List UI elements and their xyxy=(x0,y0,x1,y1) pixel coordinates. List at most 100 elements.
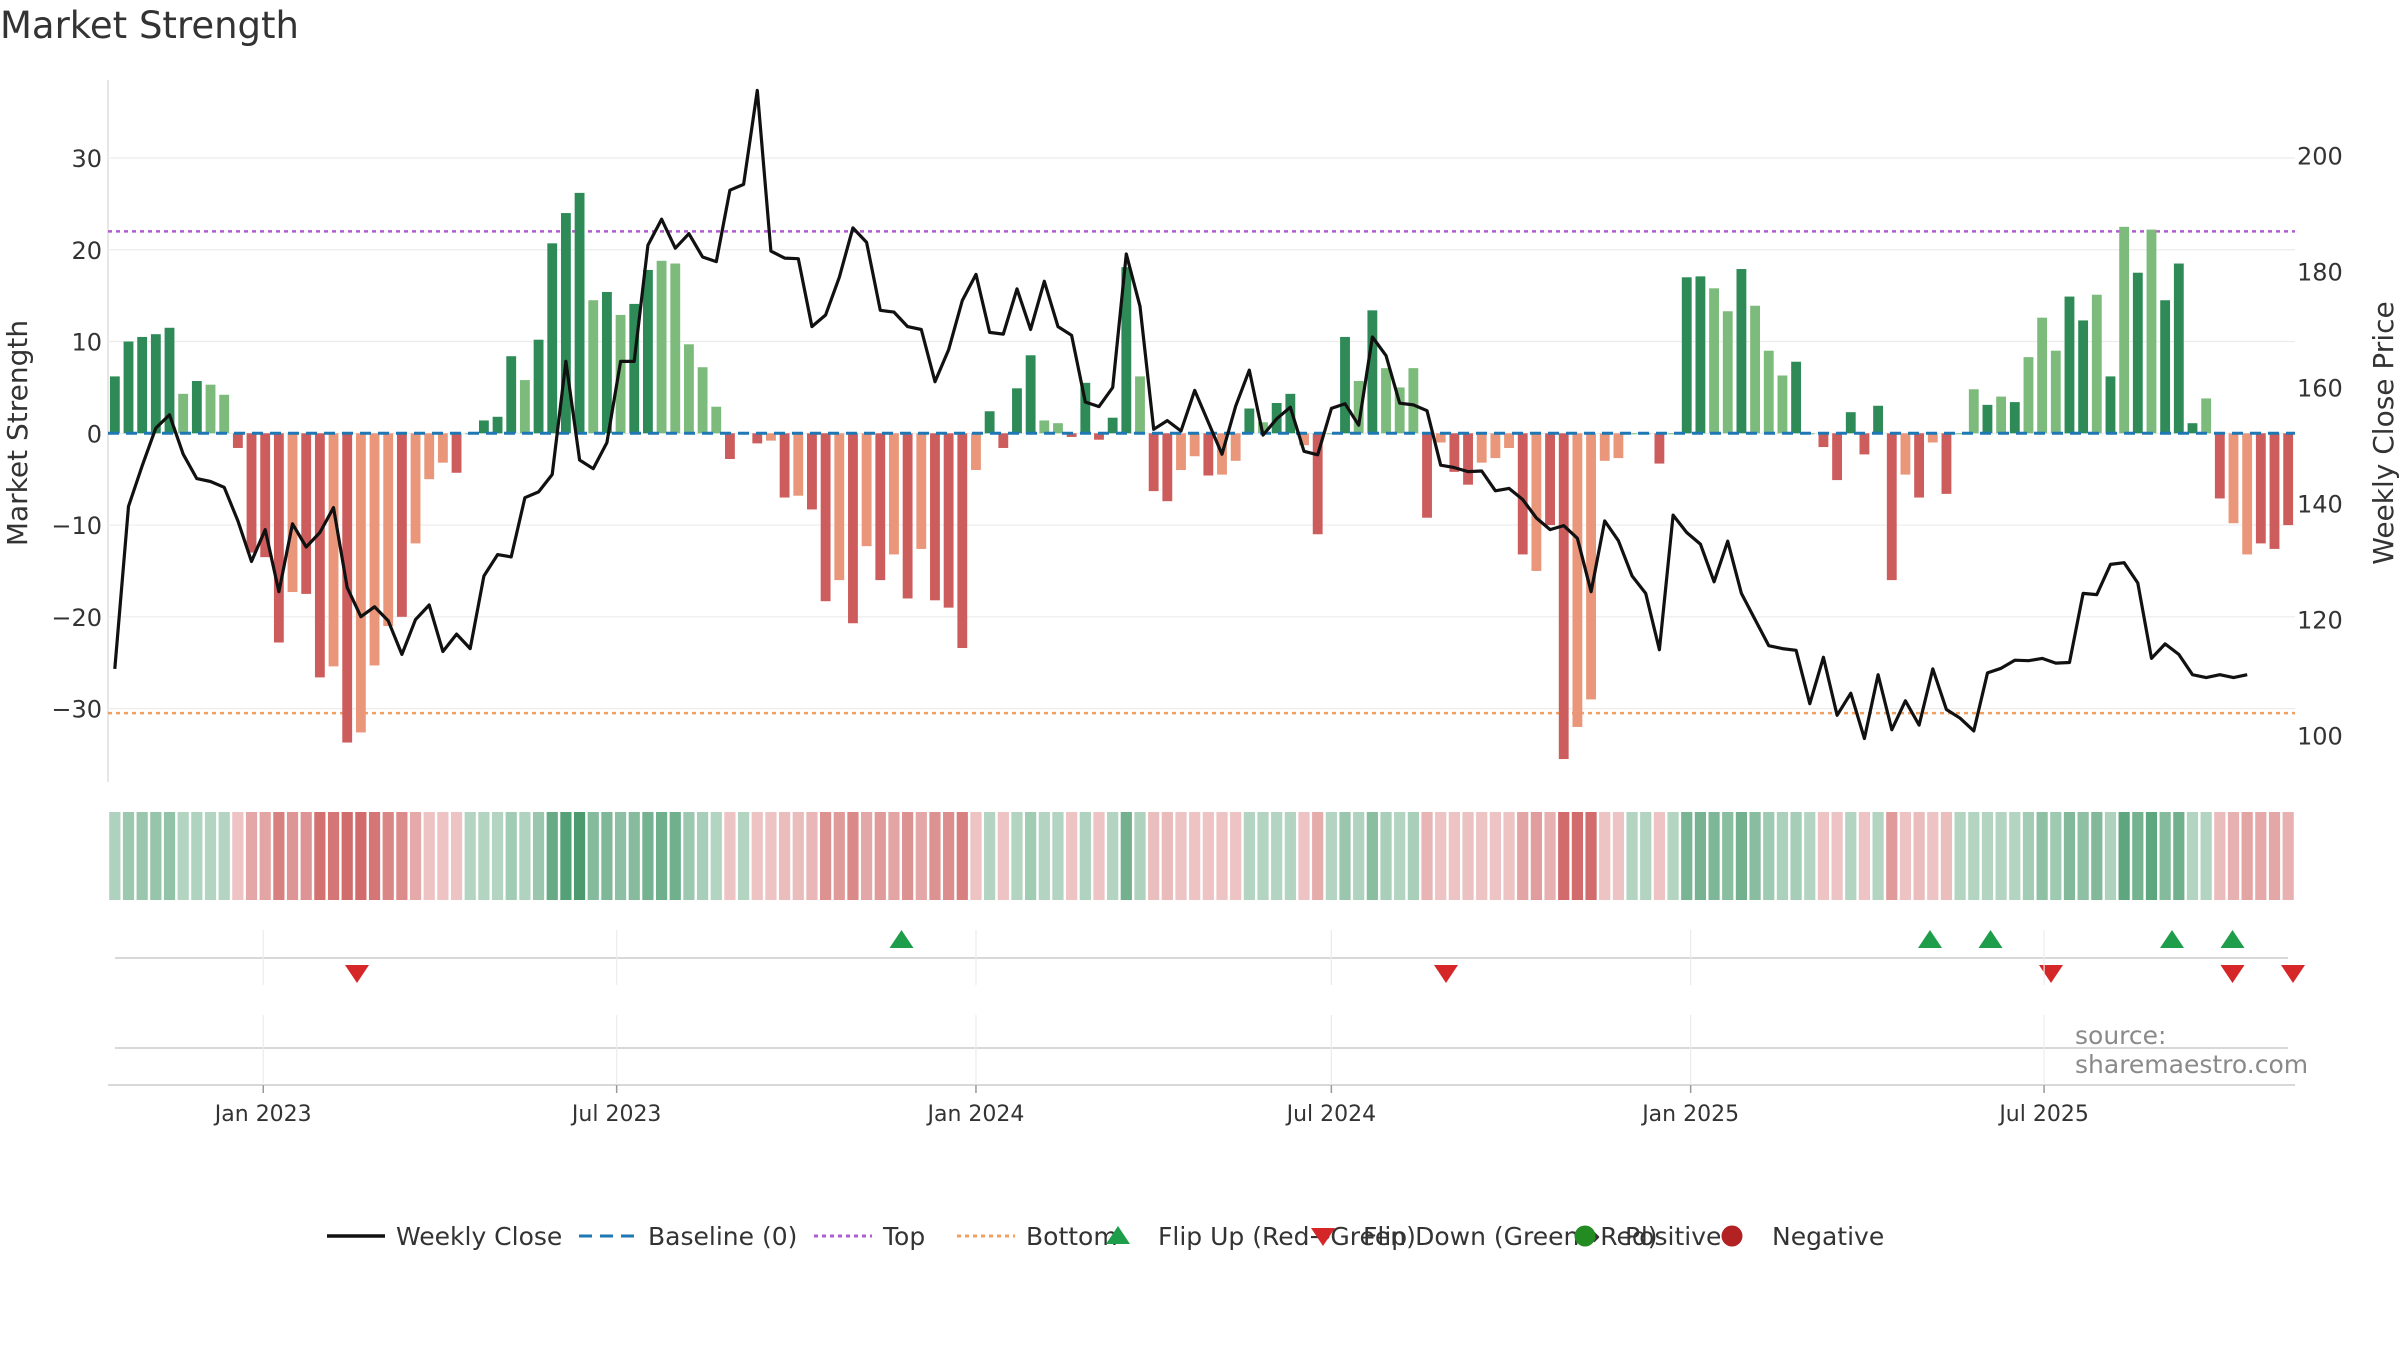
flip-down-marker xyxy=(345,965,369,983)
strength-bar xyxy=(1285,393,1296,434)
strength-bar xyxy=(807,433,817,510)
strength-bar xyxy=(437,433,448,463)
heat-strip-cell xyxy=(956,812,968,900)
strength-bar xyxy=(656,260,667,434)
heat-strip-cell xyxy=(1544,812,1556,900)
heat-strip-cell xyxy=(491,812,504,900)
strength-bar xyxy=(1886,433,1897,581)
heat-strip-cell xyxy=(1612,812,1625,900)
strength-bar xyxy=(1053,423,1063,434)
strength-bar xyxy=(1832,433,1843,481)
strength-bar xyxy=(875,433,886,581)
heat-strip-cell xyxy=(437,812,449,900)
heat-strip-cell xyxy=(2104,812,2117,900)
heat-strip-cell xyxy=(327,812,340,900)
heat-strip-cell xyxy=(2077,812,2089,900)
heat-strip-cell xyxy=(109,812,121,900)
strength-bar xyxy=(1763,350,1774,434)
strength-bar xyxy=(1517,433,1528,555)
heat-strip-cell xyxy=(1517,812,1529,900)
strength-bar xyxy=(1408,368,1419,434)
heat-strip-cell xyxy=(902,812,914,900)
heat-strip-cell xyxy=(1462,812,1474,900)
strength-bar xyxy=(2160,300,2171,434)
weekly-close-line xyxy=(113,88,2248,741)
flip-down-marker xyxy=(2039,965,2063,983)
strength-bar xyxy=(2091,294,2102,434)
strength-bar xyxy=(1927,433,1938,443)
legend-label: Bottom xyxy=(1026,1222,1118,1251)
strength-bar xyxy=(1777,375,1788,434)
heat-strip-cell xyxy=(1435,812,1447,900)
strength-bar xyxy=(2173,263,2184,434)
heat-strip-cell xyxy=(1530,812,1542,900)
y2-tick-label: 160 xyxy=(2297,374,2343,402)
heat-strip-cell xyxy=(1558,812,1570,900)
strength-bar xyxy=(1873,405,1884,434)
x-tick-label: Jul 2025 xyxy=(1997,1102,2089,1127)
strength-bar xyxy=(670,263,681,434)
heat-strip-cell xyxy=(150,812,162,900)
strength-bar xyxy=(1463,433,1473,485)
legend-flip-up-swatch xyxy=(1106,1226,1130,1244)
legend-item: Positive xyxy=(1574,1222,1721,1251)
heat-strip-cell xyxy=(2009,812,2021,900)
strength-bar xyxy=(478,420,489,434)
strength-bar xyxy=(2255,433,2266,544)
heat-strip-cell xyxy=(1804,812,1816,900)
heat-strip-cell xyxy=(1749,812,1761,900)
heat-strip-cell xyxy=(546,812,558,900)
heat-strip-cell xyxy=(1148,812,1160,900)
strength-bar xyxy=(150,334,161,434)
strength-bar xyxy=(1189,433,1200,457)
strength-bar xyxy=(1709,288,1719,434)
y2-axis-title: Weekly Close Price xyxy=(2367,301,2400,564)
strength-bar xyxy=(902,433,913,599)
heat-strip-cell xyxy=(478,812,490,900)
x-tick-label: Jan 2025 xyxy=(1640,1102,1739,1127)
heat-strip-cell xyxy=(450,812,463,900)
strength-bar xyxy=(588,300,599,434)
heat-strip-cell xyxy=(232,812,244,900)
flip-down-marker xyxy=(2281,965,2305,983)
heat-strip-cell xyxy=(191,812,203,900)
heat-strip-cell xyxy=(1722,812,1734,900)
strength-bar xyxy=(369,433,380,666)
heat-strip-cell xyxy=(396,812,408,900)
heat-strip-cell xyxy=(820,812,832,900)
heat-strip-cell xyxy=(1312,812,1324,900)
strength-bar xyxy=(2009,402,2020,434)
heat-strip-cell xyxy=(1640,812,1652,900)
strength-bar xyxy=(629,303,640,434)
strength-bar xyxy=(1367,310,1378,434)
strength-bar xyxy=(1422,433,1432,518)
heat-strip-cell xyxy=(218,812,230,900)
flip-down-marker xyxy=(2220,965,2245,983)
strength-bar xyxy=(1654,433,1665,464)
strength-bar xyxy=(492,416,503,434)
strength-bar xyxy=(1066,433,1077,437)
heat-strip-cell xyxy=(1981,812,1994,900)
strength-bar xyxy=(2050,350,2061,434)
legend-item: Bottom xyxy=(957,1222,1118,1251)
legend-label: Flip Down (Green→Red) xyxy=(1363,1222,1658,1251)
strength-bar xyxy=(383,433,394,626)
heat-strip-cell xyxy=(614,812,627,900)
heat-strip-cell xyxy=(2282,812,2294,900)
heat-strip-cell xyxy=(1189,812,1201,900)
heat-strip-cell xyxy=(1817,812,1830,900)
x-tick-label: Jul 2024 xyxy=(1285,1102,1377,1127)
heat-strip-cell xyxy=(861,812,873,900)
strength-bar xyxy=(793,433,804,496)
strength-bar xyxy=(1176,433,1186,470)
legend-item: Weekly Close xyxy=(327,1222,562,1251)
strength-bar xyxy=(1736,269,1747,434)
strength-bar xyxy=(1545,433,1555,526)
heat-strip-cell xyxy=(1216,812,1228,900)
heat-strip-cell xyxy=(1681,812,1693,900)
strength-bar xyxy=(424,433,435,480)
heat-strip-cell xyxy=(1995,812,2007,900)
heat-strip-cell xyxy=(1011,812,1023,900)
heat-strip-cell xyxy=(368,812,381,900)
strength-bar xyxy=(2037,317,2048,434)
